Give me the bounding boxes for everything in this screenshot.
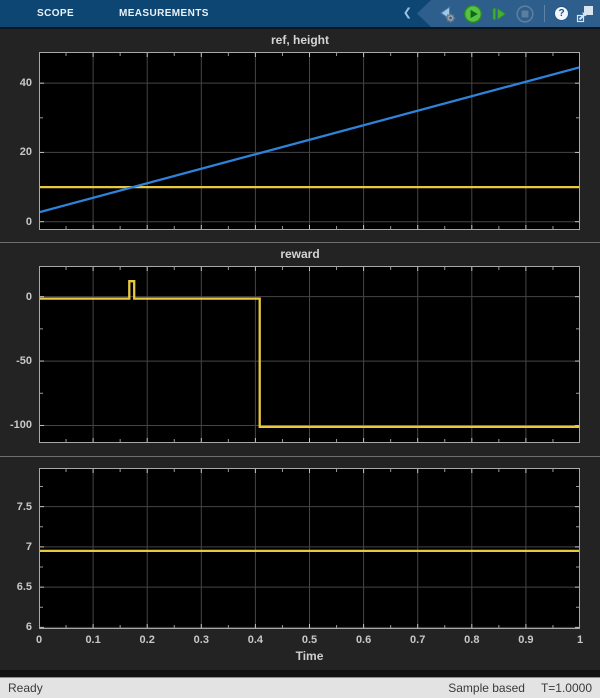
y-tick-label: 6.5 xyxy=(16,581,32,594)
plot-svg xyxy=(38,52,581,230)
sample-mode-label: Sample based xyxy=(448,681,525,695)
x-tick-label: 0.9 xyxy=(518,634,534,646)
y-tick-label: 0 xyxy=(25,215,32,228)
x-tick-label: 0.1 xyxy=(85,634,101,646)
plot-canvas-bottom[interactable] xyxy=(39,468,580,629)
tab-measurements[interactable]: MEASUREMENTS xyxy=(119,8,209,19)
plot-panel-bottom: Time 6 6.5 7 7.5 0 0.1 0.2 0.3 0.4 0.5 0.6 0.7 0.8 0.… xyxy=(0,457,600,676)
y-tick-label: 0 xyxy=(25,290,32,303)
plot-title: ref, height xyxy=(270,33,329,47)
toolstrip: SCOPE MEASUREMENTS ❮ xyxy=(0,0,600,29)
plot-title: reward xyxy=(280,247,320,261)
y-tick-label: 40 xyxy=(19,77,32,90)
status-bar: Ready Sample based T=1.0000 xyxy=(0,677,600,698)
x-tick-label: 0.2 xyxy=(139,634,155,646)
plot-svg xyxy=(39,468,580,629)
x-tick-label: 0.6 xyxy=(355,634,372,646)
panel-separator xyxy=(0,456,600,457)
status-text: Ready xyxy=(8,681,43,695)
x-tick-label: 0.7 xyxy=(410,634,426,646)
y-tick-label: 7 xyxy=(25,540,32,553)
step-back-settings-icon[interactable] xyxy=(436,4,457,24)
collapse-toolstrip-icon[interactable]: ❮ xyxy=(402,7,412,19)
stop-icon[interactable] xyxy=(515,4,535,24)
y-tick-label: 6 xyxy=(25,621,32,634)
plot-svg xyxy=(39,266,580,443)
help-icon[interactable]: ? xyxy=(554,6,569,21)
sim-time-label: T=1.0000 xyxy=(540,681,592,695)
x-tick-label: 0.3 xyxy=(193,634,209,646)
panel-separator xyxy=(0,242,600,243)
y-tick-label: -100 xyxy=(9,419,32,432)
quick-access-toolbar: ? xyxy=(417,0,600,27)
bottom-strip xyxy=(0,670,600,677)
x-tick-label: 0 xyxy=(35,634,43,646)
plot-panel-ref-height: ref, height 0 20 40 xyxy=(0,29,600,242)
plot-canvas-reward[interactable] xyxy=(39,266,580,443)
tab-scope[interactable]: SCOPE xyxy=(37,8,75,19)
y-tick-label: 20 xyxy=(19,146,32,159)
run-icon[interactable] xyxy=(463,4,483,24)
x-tick-label: 0.5 xyxy=(301,634,318,646)
x-tick-label: 0.8 xyxy=(464,634,480,646)
step-forward-icon[interactable] xyxy=(489,4,509,24)
y-tick-label: 7.5 xyxy=(16,500,32,513)
x-axis-label: Time xyxy=(295,649,324,663)
plot-panel-reward: reward 0 -50 -100 xyxy=(0,243,600,455)
plot-canvas-ref-height[interactable] xyxy=(38,52,581,230)
toolbar-divider xyxy=(544,5,545,22)
x-tick-label: 0.4 xyxy=(247,634,264,646)
pop-out-icon[interactable] xyxy=(575,4,595,24)
plot-area: ref, height 0 20 40 reward 0 -50 -100 Time 6… xyxy=(0,29,600,677)
y-tick-label: -50 xyxy=(16,355,32,368)
x-tick-label: 1 xyxy=(576,634,584,646)
